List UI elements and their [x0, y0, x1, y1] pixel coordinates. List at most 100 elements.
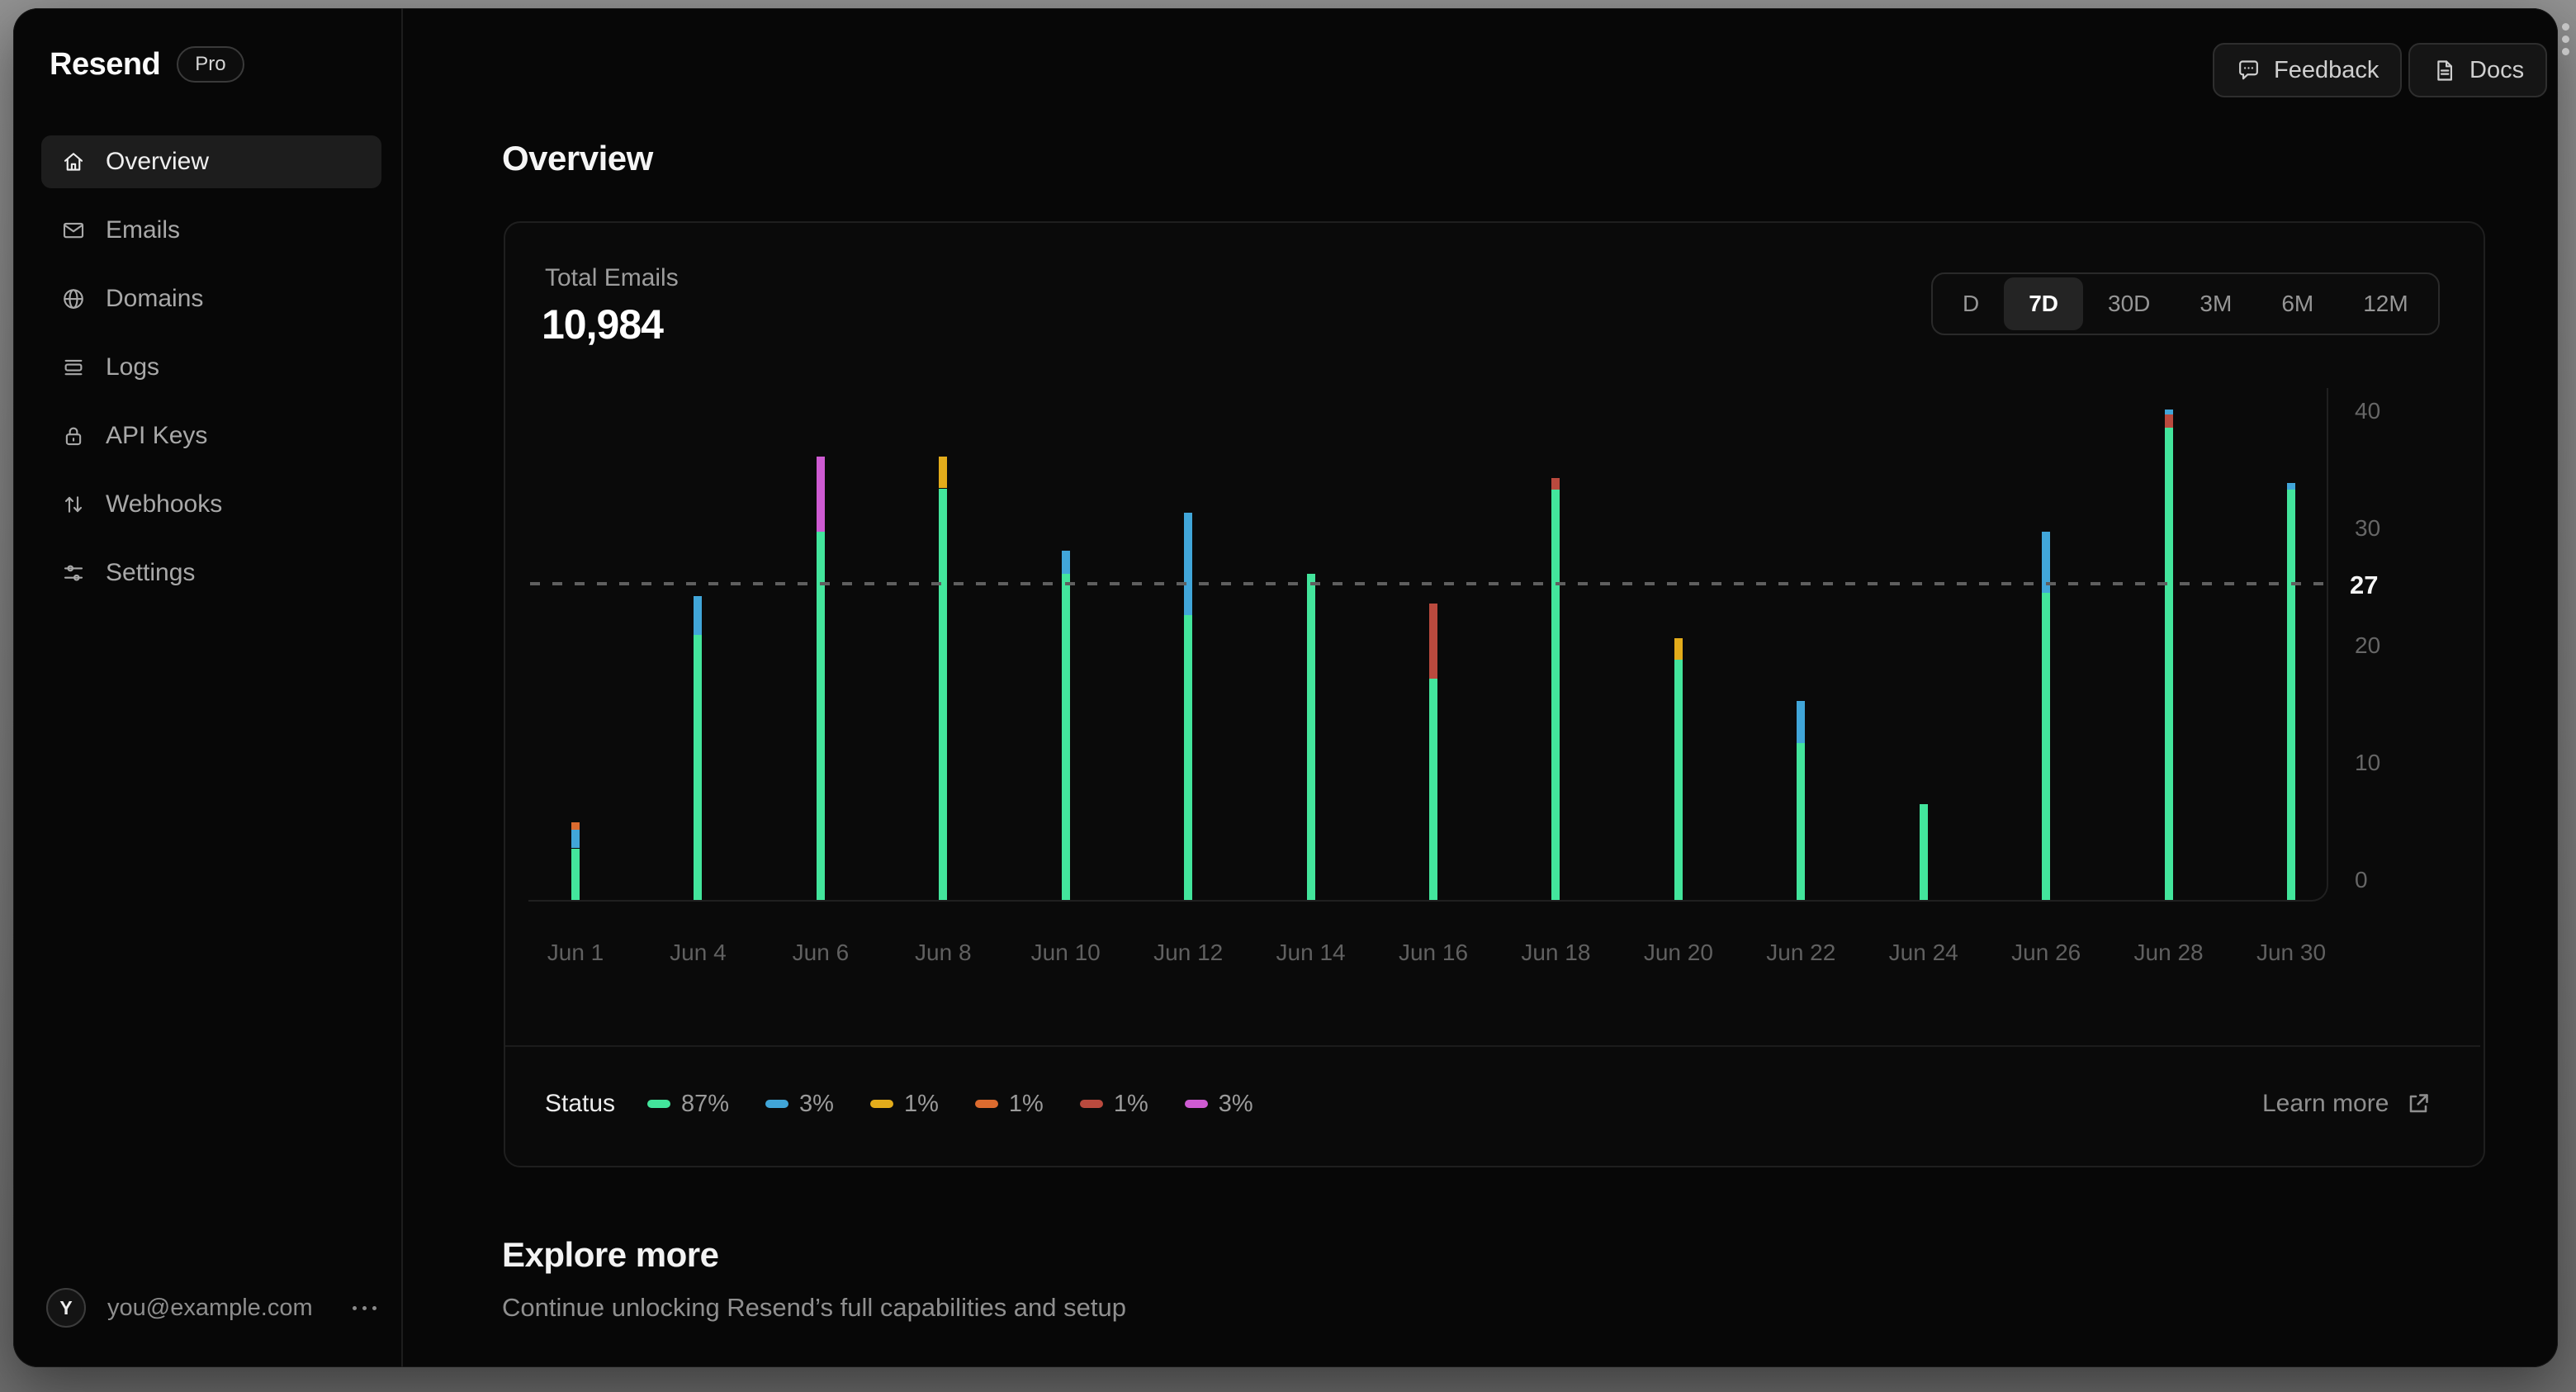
tab-range-3m[interactable]: 3M	[2200, 291, 2233, 316]
y-axis-label: 30	[2355, 515, 2381, 541]
bar-segment-green	[816, 532, 825, 900]
sidebar-item-emails[interactable]: Emails	[41, 204, 381, 257]
tab-range-7d[interactable]: 7D	[2004, 277, 2084, 330]
sidebar-item-settings[interactable]: Settings	[41, 547, 381, 599]
y-axis-label: 20	[2355, 632, 2381, 658]
sidebar-item-overview[interactable]: Overview	[41, 135, 381, 188]
bar-segment-red	[2164, 414, 2173, 428]
sliders-icon	[64, 565, 83, 581]
x-axis-label: Jun 4	[670, 940, 727, 965]
arrows-up-down-icon	[64, 496, 83, 513]
feedback-button-label: Feedback	[2274, 56, 2379, 83]
legend-swatch	[974, 1100, 998, 1108]
tab-range-6m[interactable]: 6M	[2281, 291, 2314, 316]
explore-subtitle: Continue unlocking Resend’s full capabil…	[502, 1293, 1126, 1322]
x-axis-label: Jun 18	[1521, 940, 1591, 965]
time-range-tabs: D 7D 30D 3M 6M 12M	[1931, 272, 2440, 335]
docs-button[interactable]: Docs	[2408, 43, 2548, 97]
explore-title: Explore more	[502, 1235, 719, 1274]
bar-segment-green	[1429, 678, 1437, 900]
metric-label: Total Emails	[545, 264, 679, 291]
legend-swatch	[765, 1100, 789, 1108]
legend-percent: 1%	[1008, 1090, 1044, 1117]
bar-segment-blue	[571, 829, 580, 849]
learn-more-label: Learn more	[2262, 1090, 2389, 1117]
brand-logo: Resend	[50, 46, 161, 82]
bar-segment-blue	[1061, 550, 1070, 575]
bar-segment-green	[1551, 490, 1560, 900]
user-email: you@example.com	[107, 1294, 313, 1321]
metric-value: 10,984	[542, 301, 664, 348]
y-axis-label: 10	[2355, 750, 2381, 775]
legend-swatch	[1079, 1100, 1103, 1108]
page-title: Overview	[502, 139, 653, 178]
x-axis-label: Jun 14	[1276, 940, 1346, 965]
sidebar-item-domains[interactable]: Domains	[41, 272, 381, 325]
legend-item: 1%	[1079, 1090, 1148, 1118]
y-axis-label: 0	[2355, 867, 2368, 892]
bar-segment-blue	[1184, 513, 1193, 615]
x-axis-label: Jun 12	[1153, 940, 1224, 965]
legend-percent: 1%	[903, 1090, 939, 1117]
x-axis-label: Jun 1	[547, 940, 604, 965]
status-legend: 87% 3% 1% 1% 1% 3%	[647, 1088, 1253, 1120]
bar-segment-orange	[571, 822, 580, 830]
y-axis-label: 40	[2355, 398, 2381, 424]
bar-segment-green	[2287, 490, 2295, 900]
legend-item: 3%	[1184, 1091, 1253, 1118]
bar-segment-green	[1061, 574, 1070, 900]
bar-segment-green	[694, 635, 703, 900]
x-axis-label: Jun 6	[792, 940, 850, 965]
bar-segment-green	[1919, 803, 1928, 900]
legend-title: Status	[545, 1090, 616, 1117]
sidebar-item-label: Logs	[106, 353, 160, 381]
bar-segment-green	[1306, 574, 1315, 900]
learn-more-link[interactable]: Learn more	[2262, 1087, 2433, 1121]
reference-line	[530, 582, 2323, 585]
x-axis-label: Jun 16	[1398, 940, 1469, 965]
legend-item: 1%	[869, 1090, 939, 1118]
sidebar-item-api-keys[interactable]: API Keys	[41, 410, 381, 462]
frame-handle-dot	[2562, 36, 2569, 43]
globe-icon	[64, 289, 83, 309]
frame-handle-dot	[2562, 23, 2569, 31]
plan-badge: Pro	[177, 46, 244, 83]
bar-segment-yellow	[1674, 638, 1683, 660]
x-axis-label: Jun 22	[1766, 940, 1836, 965]
avatar[interactable]: Y	[46, 1288, 86, 1328]
bar-segment-blue	[2042, 532, 2051, 593]
bar-segment-red	[1551, 477, 1560, 490]
sidebar-item-label: API Keys	[106, 422, 208, 449]
brand-row: Resend Pro	[50, 46, 244, 83]
sidebar-item-label: Settings	[106, 559, 196, 586]
bar-segment-green	[939, 488, 948, 900]
sidebar-item-label: Emails	[106, 216, 181, 244]
account-row[interactable]: Y you@example.com	[46, 1288, 380, 1328]
bar-segment-green	[1674, 659, 1683, 900]
bar-segment-green	[2164, 427, 2173, 900]
home-icon	[64, 153, 83, 171]
tab-range-d[interactable]: D	[1963, 291, 1980, 316]
legend-swatch	[647, 1100, 670, 1108]
document-icon	[2437, 59, 2452, 81]
sidebar-item-webhooks[interactable]: Webhooks	[41, 478, 381, 531]
bar-segment-red	[1429, 603, 1437, 679]
bar-segment-green	[1797, 742, 1806, 900]
bar-segment-green	[2042, 593, 2051, 900]
legend-item: 1%	[974, 1090, 1044, 1118]
sidebar-item-logs[interactable]: Logs	[41, 341, 381, 394]
legend-item: 3%	[765, 1091, 834, 1118]
legend-percent: 1%	[1113, 1090, 1148, 1117]
bar-segment-blue	[2287, 482, 2295, 490]
tab-range-30d[interactable]: 30D	[2108, 291, 2151, 316]
sidebar	[13, 8, 403, 1367]
sidebar-item-label: Overview	[106, 148, 210, 175]
feedback-button[interactable]: Feedback	[2213, 43, 2403, 97]
x-axis-label: Jun 30	[2256, 940, 2327, 965]
logs-icon	[64, 359, 83, 376]
x-axis-label: Jun 20	[1643, 940, 1713, 965]
tab-range-12m[interactable]: 12M	[2363, 291, 2408, 316]
legend-percent: 87%	[681, 1090, 730, 1117]
bar-segment-green	[571, 848, 580, 900]
account-menu-icon[interactable]	[353, 1305, 380, 1310]
